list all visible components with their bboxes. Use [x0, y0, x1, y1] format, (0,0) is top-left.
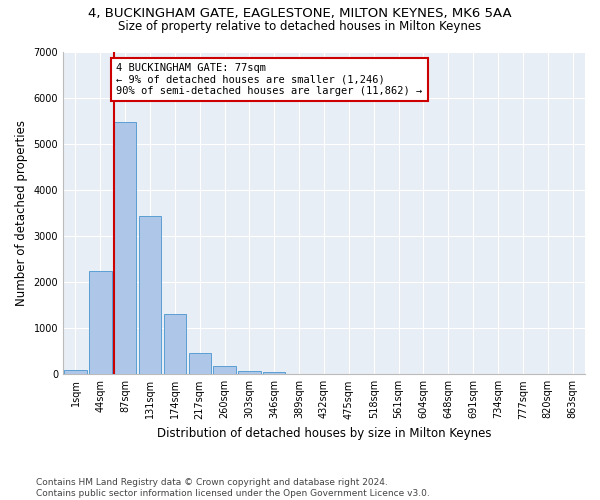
Bar — [263, 372, 286, 374]
Bar — [139, 216, 161, 374]
Text: 4 BUCKINGHAM GATE: 77sqm
← 9% of detached houses are smaller (1,246)
90% of semi: 4 BUCKINGHAM GATE: 77sqm ← 9% of detache… — [116, 63, 423, 96]
Bar — [114, 122, 136, 374]
Bar — [188, 352, 211, 374]
X-axis label: Distribution of detached houses by size in Milton Keynes: Distribution of detached houses by size … — [157, 427, 491, 440]
Bar — [238, 370, 260, 374]
Y-axis label: Number of detached properties: Number of detached properties — [15, 120, 28, 306]
Text: Size of property relative to detached houses in Milton Keynes: Size of property relative to detached ho… — [118, 20, 482, 33]
Bar — [89, 270, 112, 374]
Bar — [164, 314, 186, 374]
Bar — [214, 366, 236, 374]
Text: Contains HM Land Registry data © Crown copyright and database right 2024.
Contai: Contains HM Land Registry data © Crown c… — [36, 478, 430, 498]
Bar — [64, 370, 86, 374]
Text: 4, BUCKINGHAM GATE, EAGLESTONE, MILTON KEYNES, MK6 5AA: 4, BUCKINGHAM GATE, EAGLESTONE, MILTON K… — [88, 8, 512, 20]
